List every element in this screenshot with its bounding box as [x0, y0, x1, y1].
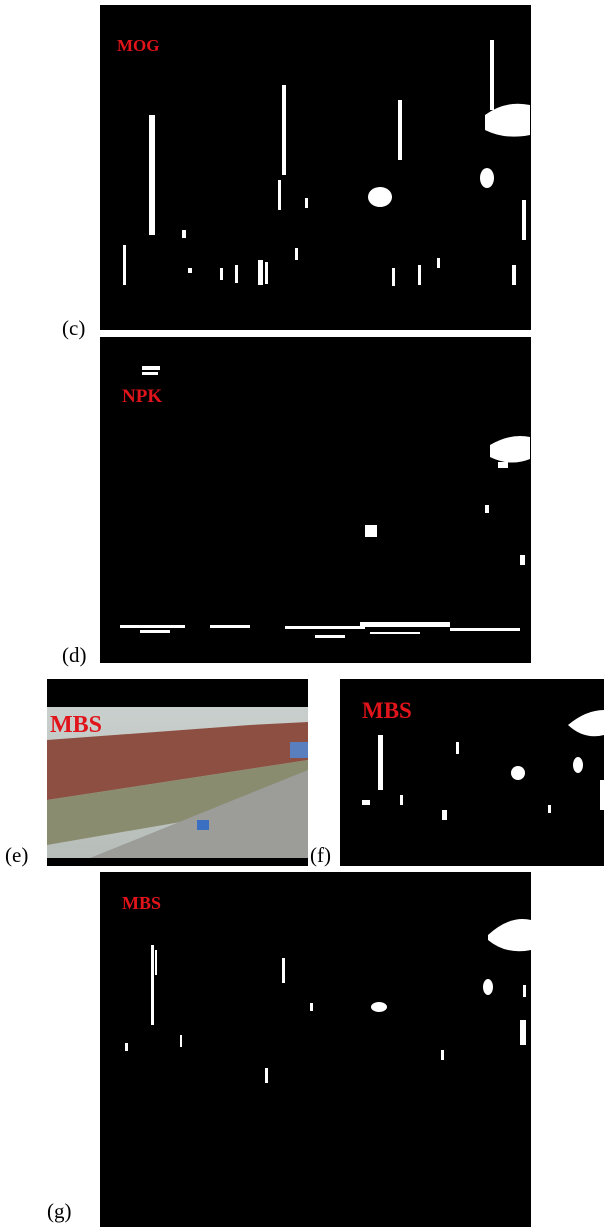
bus [290, 742, 308, 758]
mask-image [100, 872, 531, 1227]
sign [197, 820, 209, 830]
method-label: MBS [362, 698, 412, 723]
panel-c: MOG (c) [62, 5, 531, 340]
panel-e: MBS (e) [5, 679, 308, 867]
panel-label: (e) [5, 843, 28, 867]
panel-label: (f) [310, 843, 331, 867]
method-label: MBS [122, 893, 161, 913]
panel-label: (d) [62, 643, 87, 667]
method-label: NPK [122, 386, 162, 407]
panel-label: (g) [47, 1199, 72, 1223]
mask-image [100, 5, 531, 330]
figure: MOG (c) NPK (d) MBS (e) [0, 0, 604, 1227]
panel-d: NPK (d) [62, 337, 531, 667]
mask-image [100, 337, 531, 663]
method-label: MBS [50, 712, 102, 738]
method-label: MOG [117, 36, 160, 55]
panel-f: MBS (f) [310, 679, 604, 867]
panel-g: MBS (g) [47, 872, 531, 1227]
panel-label: (c) [62, 316, 85, 340]
